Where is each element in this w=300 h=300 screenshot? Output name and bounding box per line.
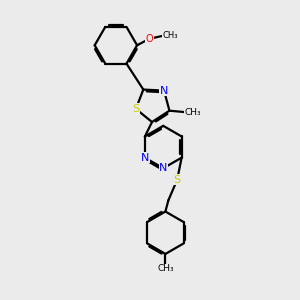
Text: S: S — [132, 104, 140, 114]
Text: CH₃: CH₃ — [157, 264, 174, 273]
Text: N: N — [159, 163, 167, 173]
Text: S: S — [174, 175, 181, 185]
Text: CH₃: CH₃ — [163, 31, 178, 40]
Text: CH₃: CH₃ — [184, 108, 201, 117]
Text: O: O — [146, 34, 153, 44]
Text: N: N — [160, 85, 168, 96]
Text: N: N — [141, 153, 149, 163]
